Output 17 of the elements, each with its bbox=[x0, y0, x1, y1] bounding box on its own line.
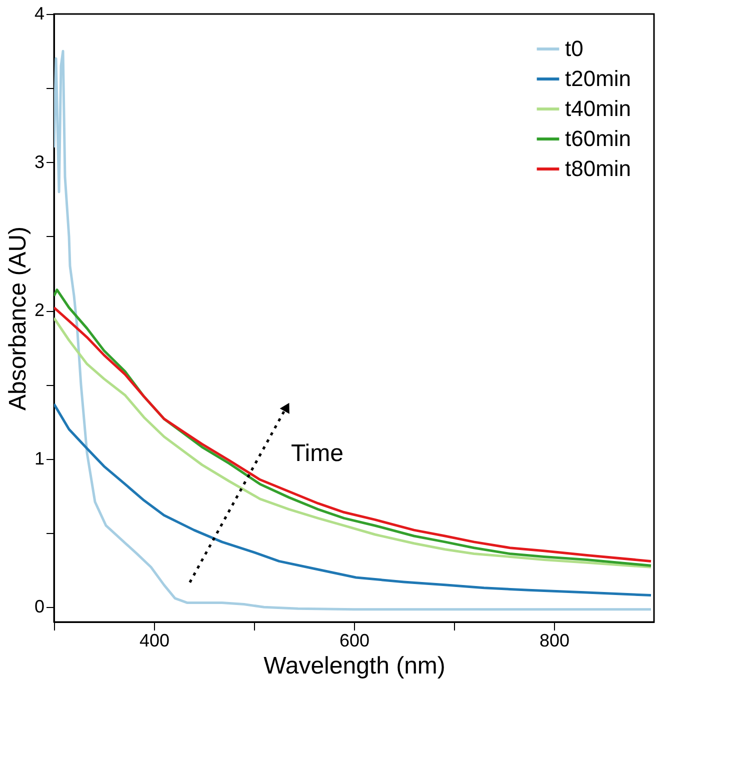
y-tick-label: 0 bbox=[34, 596, 44, 617]
annotation: Time bbox=[290, 440, 344, 467]
legend-label: t0 bbox=[565, 36, 584, 61]
y-tick-label: 2 bbox=[34, 300, 44, 320]
legend-label: t40min bbox=[565, 96, 632, 121]
legend-label: t60min bbox=[565, 126, 632, 151]
x-tick-label: 800 bbox=[539, 630, 570, 650]
line-series bbox=[54, 402, 652, 597]
y-axis-title: Absorbance (AU) bbox=[4, 226, 32, 411]
y-tick-label: 1 bbox=[34, 448, 44, 468]
y-tick-label: 3 bbox=[34, 152, 44, 172]
x-axis-title: Wavelength (nm) bbox=[264, 652, 446, 680]
x-tick-label: 600 bbox=[339, 630, 370, 650]
x-tick-label: 400 bbox=[139, 630, 170, 650]
legend-label: t80min bbox=[565, 156, 632, 181]
legend-label: t20min bbox=[565, 66, 632, 91]
y-tick-label: 4 bbox=[34, 4, 44, 24]
